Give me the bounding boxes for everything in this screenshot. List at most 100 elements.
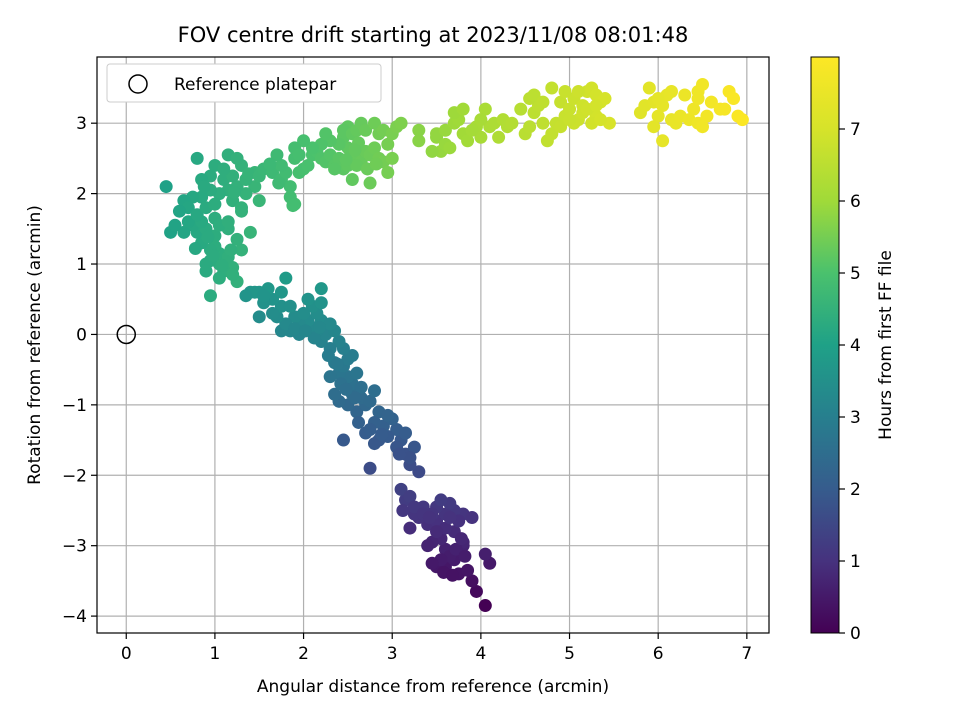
x-tick-label: 4: [475, 644, 486, 664]
colorbar: [810, 56, 840, 634]
data-point: [474, 130, 488, 144]
colorbar-ticks: 0 1 2 3 4 5 6 7: [839, 120, 861, 644]
data-point: [350, 405, 364, 419]
data-point: [647, 120, 661, 134]
data-point: [399, 426, 413, 440]
data-point: [545, 127, 559, 141]
data-point: [656, 134, 670, 148]
data-point: [589, 99, 603, 113]
data-point: [270, 148, 284, 162]
data-point: [430, 525, 444, 539]
data-point: [199, 264, 213, 278]
y-tick-label: −4: [62, 607, 87, 627]
data-point: [443, 141, 457, 155]
data-point: [239, 187, 253, 201]
data-point: [651, 109, 665, 123]
data-point: [469, 584, 483, 598]
data-point: [478, 599, 492, 613]
x-tick-label: 6: [653, 644, 664, 664]
colorbar-tick-label: 1: [850, 552, 861, 572]
reference-marker: [116, 324, 137, 345]
data-point: [394, 116, 408, 130]
data-point: [168, 218, 182, 232]
data-point: [307, 331, 321, 345]
data-point: [230, 151, 244, 165]
data-point: [226, 268, 240, 282]
data-point: [545, 81, 559, 95]
data-point: [221, 215, 235, 229]
y-tick-label: 3: [76, 114, 87, 134]
data-point: [558, 85, 572, 99]
data-point: [354, 380, 368, 394]
data-point: [297, 306, 311, 320]
data-point: [215, 258, 229, 272]
plot-frame: [96, 56, 770, 634]
data-point: [403, 521, 417, 535]
data-point: [348, 143, 362, 157]
data-point: [367, 437, 381, 451]
data-point: [718, 102, 732, 116]
data-point: [594, 113, 608, 127]
data-point: [252, 310, 266, 324]
data-point: [505, 116, 519, 130]
data-point: [478, 547, 492, 561]
colorbar-tick-label: 6: [850, 192, 861, 212]
colorbar-tick-label: 0: [850, 624, 861, 644]
data-point: [266, 306, 280, 320]
data-point: [446, 568, 460, 582]
data-point: [298, 324, 312, 338]
data-point: [465, 574, 479, 588]
data-point: [188, 242, 202, 256]
data-point: [381, 408, 395, 422]
y-tick-label: −2: [62, 466, 87, 486]
colorbar-label: Hours from first FF file: [876, 250, 896, 440]
y-tick-label: 2: [76, 185, 87, 205]
data-point: [227, 185, 241, 199]
data-point: [456, 102, 470, 116]
data-point: [212, 271, 226, 285]
colorbar-tick-label: 3: [850, 408, 861, 428]
data-point: [571, 85, 585, 99]
x-tick-label: 1: [209, 644, 220, 664]
data-point: [272, 176, 286, 190]
data-point: [385, 151, 399, 165]
data-point: [478, 102, 492, 116]
data-point: [412, 134, 426, 148]
data-point: [190, 151, 204, 165]
data-point: [319, 127, 333, 141]
data-point: [449, 542, 463, 556]
data-point: [461, 563, 475, 577]
data-point: [514, 102, 528, 116]
data-point: [369, 157, 383, 171]
data-point: [350, 158, 364, 172]
data-point: [235, 201, 249, 215]
colorbar-tick-label: 4: [850, 336, 861, 356]
data-point: [350, 366, 364, 380]
data-point: [704, 95, 718, 109]
data-point: [172, 204, 186, 218]
colorbar-tick-label: 7: [850, 120, 861, 140]
data-point: [226, 169, 240, 183]
data-point: [230, 232, 244, 246]
data-point: [352, 415, 366, 429]
data-point: [687, 102, 701, 116]
y-tick-label: −3: [62, 537, 87, 557]
data-point: [598, 92, 612, 106]
data-point: [375, 427, 389, 441]
data-point: [292, 148, 306, 162]
data-point: [297, 134, 311, 148]
data-point: [735, 113, 749, 127]
data-point: [328, 387, 342, 401]
data-point: [642, 81, 656, 95]
data-point: [367, 384, 381, 398]
y-tick-label: 1: [76, 255, 87, 275]
colorbar-tick-label: 2: [850, 480, 861, 500]
data-point: [345, 349, 359, 363]
data-point: [339, 153, 353, 167]
data-points: [159, 77, 749, 613]
data-point: [563, 102, 577, 116]
data-point: [197, 180, 211, 194]
data-point: [454, 532, 468, 546]
data-point: [363, 394, 377, 408]
